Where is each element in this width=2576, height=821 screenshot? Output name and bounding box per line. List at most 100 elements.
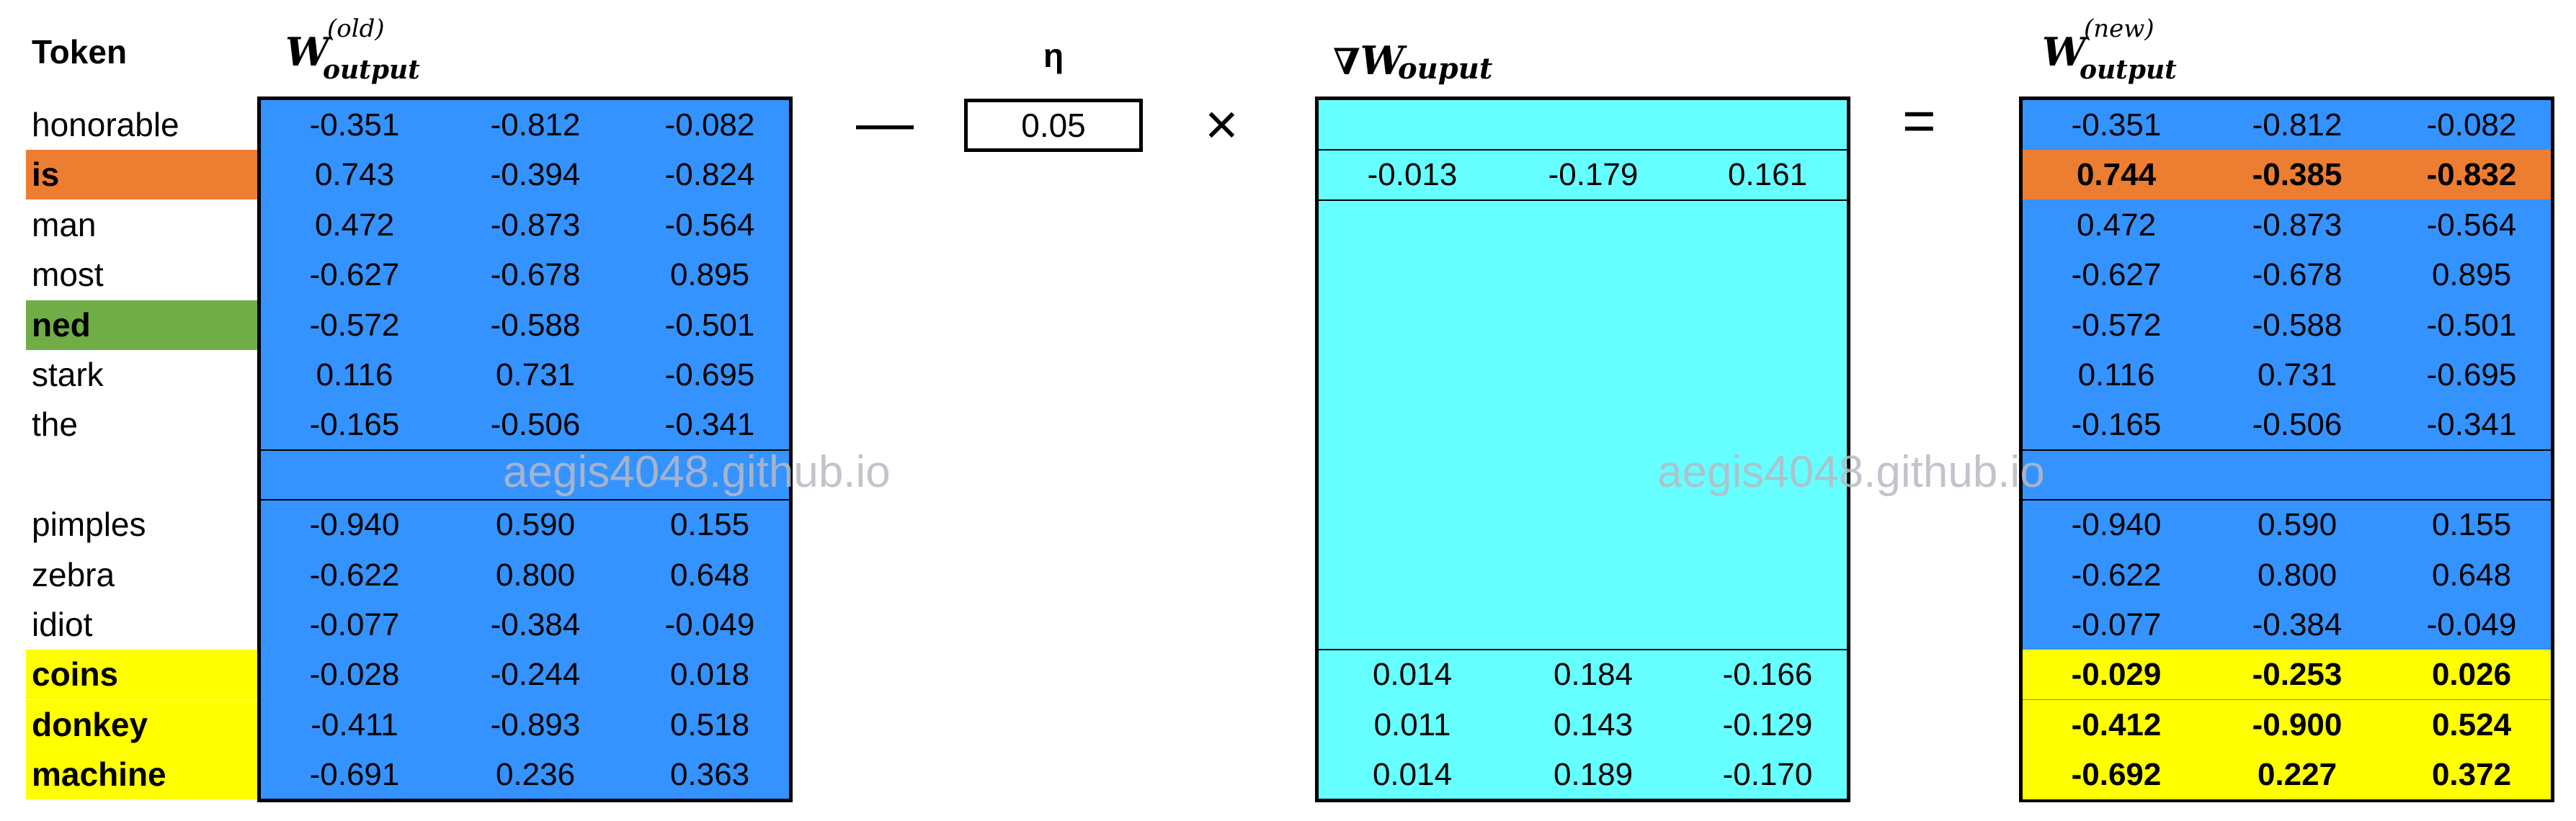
matrix-cell: 0.116	[316, 357, 393, 392]
matrix-cell: -0.695	[2426, 357, 2517, 392]
matrix-row: -0.411 -0.893 0.518	[261, 700, 789, 750]
matrix-row: -0.627 -0.678 0.895	[261, 250, 789, 300]
token-label: donkey	[26, 699, 258, 750]
matrix-cell: -0.385	[2252, 157, 2343, 193]
matrix-row: -0.940 0.590 0.155	[2023, 500, 2551, 549]
eta-label: η	[1043, 37, 1064, 74]
matrix-cell: -0.678	[2252, 257, 2343, 293]
equals-operator: =	[1902, 89, 1936, 153]
matrix-row: -0.622 0.800 0.648	[261, 550, 789, 600]
matrix-row: -0.412 -0.900 0.524	[2023, 699, 2551, 750]
matrix-cell: 0.116	[2077, 357, 2155, 392]
matrix-cell: -0.165	[309, 407, 400, 443]
matrix-cell: 0.518	[669, 706, 750, 743]
matrix-cell: -0.028	[309, 657, 400, 693]
matrix-cell: -0.824	[664, 157, 755, 193]
token-label: honorable	[32, 106, 179, 143]
matrix-row	[1319, 600, 1847, 650]
matrix-cell: 0.731	[495, 357, 576, 392]
token-column-header: Token	[32, 33, 128, 71]
matrix-cell: -0.351	[309, 107, 400, 143]
gradient-label: ∇W ouput	[1333, 37, 1493, 86]
matrix-cell: -0.253	[2252, 657, 2343, 693]
matrix-row	[1319, 400, 1847, 449]
matrix-row: 0.011 0.143 -0.129	[1319, 700, 1847, 750]
matrix-row	[1319, 550, 1847, 600]
matrix-cell: -0.588	[490, 307, 581, 343]
matrix-cell: -0.394	[490, 157, 581, 193]
matrix-row	[1319, 350, 1847, 400]
matrix-cell: -0.384	[490, 607, 581, 642]
matrix-cell: 0.895	[669, 257, 750, 293]
token-label: most	[32, 256, 104, 294]
matrix-cell: -0.501	[664, 307, 755, 343]
matrix-cell: -0.501	[2426, 307, 2517, 343]
token-label: pimples	[32, 506, 146, 544]
matrix-cell: 0.155	[2431, 507, 2512, 543]
matrix-row: -0.077 -0.384 -0.049	[261, 600, 789, 650]
matrix-cell: -0.678	[490, 257, 581, 293]
matrix-cell: -0.165	[2071, 407, 2162, 443]
matrix-row: 0.472 -0.873 -0.564	[261, 200, 789, 250]
matrix-divider	[1319, 149, 1847, 151]
w-old-label: W (old) output	[285, 14, 420, 85]
matrix-cell: -0.411	[311, 706, 398, 743]
minus-operator: —	[856, 90, 914, 154]
matrix-cell: 0.363	[669, 757, 750, 793]
matrix-row	[2023, 450, 2551, 500]
token-label: is	[26, 150, 258, 200]
matrix-cell: -0.622	[2071, 557, 2162, 593]
matrix-cell: -0.940	[2071, 507, 2162, 543]
matrix-cell: 0.014	[1372, 757, 1453, 793]
matrix-cell: -0.588	[2252, 307, 2343, 343]
matrix-divider	[1319, 199, 1847, 201]
matrix-cell: -0.384	[2252, 607, 2343, 642]
matrix-cell: -0.013	[1367, 157, 1458, 193]
watermark-right: aegis4048.github.io	[1657, 447, 2045, 497]
matrix-cell: -0.812	[490, 107, 581, 143]
matrix-cell: -0.622	[309, 557, 400, 593]
matrix-cell: -0.873	[490, 207, 581, 243]
matrix-cell: -0.082	[2426, 107, 2517, 143]
matrix-cell: 0.155	[669, 507, 750, 543]
token-label: the	[32, 405, 78, 444]
token-label: stark	[32, 356, 104, 393]
matrix-cell: -0.049	[2426, 607, 2517, 642]
matrix-cell: -0.572	[309, 307, 400, 343]
matrix-cell: -0.572	[2071, 307, 2162, 343]
matrix-cell: 0.524	[2431, 706, 2512, 743]
matrix-cell: 0.018	[669, 657, 750, 693]
token-label: coins	[26, 650, 258, 700]
matrix-row: 0.014 0.184 -0.166	[1319, 650, 1847, 699]
matrix-cell: 0.227	[2257, 757, 2337, 793]
matrix-row: -0.351 -0.812 -0.082	[2023, 100, 2551, 150]
matrix-cell: 0.590	[2257, 507, 2337, 543]
matrix-row: -0.013 -0.179 0.161	[1319, 150, 1847, 199]
matrix-cell: -0.129	[1722, 706, 1813, 743]
token-label: machine	[26, 750, 258, 800]
matrix-cell: -0.077	[309, 607, 400, 642]
matrix-cell: -0.049	[664, 607, 755, 642]
matrix-cell: 0.648	[669, 557, 750, 593]
matrix-cell: 0.189	[1553, 757, 1634, 793]
matrix-cell: 0.184	[1553, 657, 1634, 693]
matrix-row: 0.472 -0.873 -0.564	[2023, 200, 2551, 250]
matrix-row: -0.165 -0.506 -0.341	[261, 400, 789, 449]
matrix-cell: 0.744	[2076, 157, 2157, 193]
matrix-cell: -0.029	[2071, 657, 2162, 693]
matrix-cell: -0.564	[664, 207, 755, 243]
matrix-row: -0.165 -0.506 -0.341	[2023, 400, 2551, 449]
matrix-cell: 0.161	[1727, 157, 1808, 193]
matrix-row	[1319, 250, 1847, 300]
matrix-row: -0.627 -0.678 0.895	[2023, 250, 2551, 300]
matrix-cell: -0.873	[2252, 207, 2343, 243]
matrix-row: 0.116 0.731 -0.695	[261, 350, 789, 400]
token-label: man	[32, 205, 97, 243]
matrix-divider	[2023, 449, 2551, 451]
matrix-cell: 0.743	[314, 157, 395, 193]
matrix-row	[1319, 500, 1847, 549]
matrix-cell: 0.014	[1372, 657, 1453, 693]
matrix-cell: -0.695	[664, 357, 755, 392]
matrix-cell: 0.026	[2431, 657, 2512, 693]
matrix-cell: -0.166	[1722, 657, 1813, 693]
